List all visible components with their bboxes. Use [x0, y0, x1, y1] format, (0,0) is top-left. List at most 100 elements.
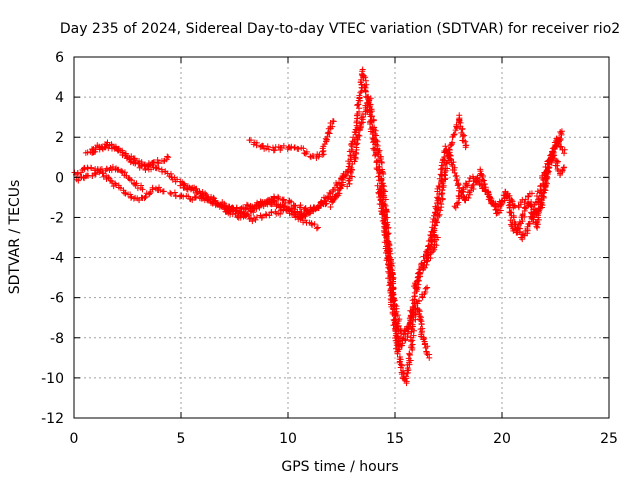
- data-point: [252, 216, 259, 223]
- data-point: [108, 141, 115, 148]
- data-point: [521, 213, 528, 220]
- data-point: [447, 156, 454, 163]
- grid-lines: [74, 57, 609, 418]
- data-point: [352, 149, 359, 156]
- data-point: [319, 151, 326, 158]
- data-point: [138, 194, 145, 201]
- data-point: [450, 131, 457, 138]
- data-point: [394, 350, 401, 357]
- data-point: [264, 143, 271, 150]
- data-point: [382, 202, 389, 209]
- series-track-recovery-a: [411, 112, 470, 291]
- data-point: [326, 130, 333, 137]
- data-point: [525, 193, 532, 200]
- data-point: [371, 132, 378, 139]
- data-point: [519, 218, 526, 225]
- data-point: [368, 118, 375, 125]
- data-point: [299, 213, 306, 220]
- data-point: [520, 231, 527, 238]
- data-point: [146, 190, 153, 197]
- data-point: [139, 186, 146, 193]
- data-point: [550, 152, 557, 159]
- data-point: [378, 158, 385, 165]
- y-tick-label: 6: [55, 50, 64, 66]
- series-track-recovery-b: [423, 143, 535, 262]
- data-point: [142, 194, 149, 201]
- data-point: [194, 188, 201, 195]
- data-point: [115, 166, 122, 173]
- data-point: [138, 163, 145, 170]
- data-point: [390, 298, 397, 305]
- data-point: [250, 209, 257, 216]
- data-point: [542, 170, 549, 177]
- data-point: [155, 165, 162, 172]
- data-point: [398, 371, 405, 378]
- data-point: [265, 146, 272, 153]
- data-point: [172, 192, 179, 199]
- data-point: [519, 211, 526, 218]
- data-point: [553, 162, 560, 169]
- data-point: [487, 194, 494, 201]
- data-point: [394, 323, 401, 330]
- data-point: [413, 278, 420, 285]
- data-point: [360, 74, 367, 81]
- data-point: [356, 92, 363, 99]
- data-point: [409, 303, 416, 310]
- data-point: [132, 181, 139, 188]
- data-point: [378, 159, 385, 166]
- data-point: [485, 188, 492, 195]
- y-tick-label: 2: [55, 130, 64, 146]
- data-point: [423, 250, 430, 257]
- data-point: [288, 143, 295, 150]
- data-point: [463, 181, 470, 188]
- data-point: [451, 131, 458, 138]
- data-point: [323, 136, 330, 143]
- data-point: [207, 196, 214, 203]
- data-point: [324, 133, 331, 140]
- data-point: [426, 354, 433, 361]
- data-point: [249, 218, 256, 225]
- data-point: [454, 176, 461, 183]
- series-track-mid-b: [167, 189, 321, 232]
- data-point: [280, 142, 287, 149]
- data-point: [357, 125, 364, 132]
- data-point: [315, 153, 322, 160]
- data-point: [174, 176, 181, 183]
- data-point: [418, 321, 425, 328]
- data-point: [372, 152, 379, 159]
- data-point: [221, 204, 228, 211]
- data-point: [504, 193, 511, 200]
- data-point: [418, 261, 425, 268]
- data-point: [391, 301, 398, 308]
- data-point: [184, 186, 191, 193]
- data-point: [376, 194, 383, 201]
- data-point: [499, 200, 506, 207]
- data-point: [380, 170, 387, 177]
- data-point: [460, 137, 467, 144]
- data-point: [439, 187, 446, 194]
- data-point: [105, 174, 112, 181]
- data-point: [381, 225, 388, 232]
- data-point: [477, 166, 484, 173]
- data-point: [313, 205, 320, 212]
- data-point: [202, 192, 209, 199]
- data-point: [521, 204, 528, 211]
- data-point: [243, 201, 250, 208]
- data-point: [334, 192, 341, 199]
- data-point: [297, 204, 304, 211]
- chart-title: Day 235 of 2024, Sidereal Day-to-day VTE…: [60, 21, 620, 37]
- data-point: [507, 201, 514, 208]
- data-point: [469, 173, 476, 180]
- data-point: [510, 214, 517, 221]
- x-tick-label: 10: [279, 431, 297, 447]
- data-point: [438, 201, 445, 208]
- data-point: [427, 231, 434, 238]
- data-point: [408, 344, 415, 351]
- data-point: [247, 137, 254, 144]
- data-point: [355, 132, 362, 139]
- data-point: [442, 175, 449, 182]
- data-point: [75, 177, 82, 184]
- data-point: [359, 68, 366, 75]
- data-point: [356, 105, 363, 112]
